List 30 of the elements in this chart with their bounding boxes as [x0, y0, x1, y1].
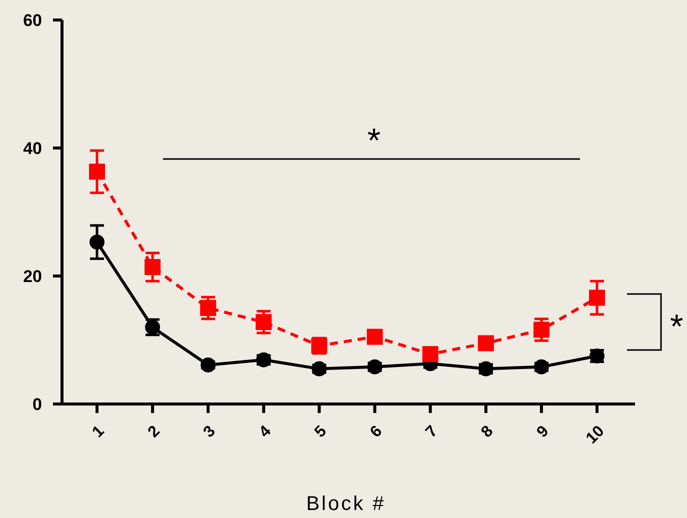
x-tick-label: 1	[89, 422, 108, 442]
point	[256, 314, 272, 330]
y-tick-label: 20	[23, 266, 42, 286]
x-axis-title: Block #	[306, 493, 386, 515]
x-tick-label: 8	[478, 422, 497, 442]
x-tick-label: 2	[145, 422, 164, 442]
point	[478, 335, 494, 352]
y-tick-label: 0	[32, 394, 42, 414]
point	[366, 328, 383, 345]
point	[422, 346, 438, 362]
annotation: *	[367, 122, 381, 160]
point	[90, 234, 104, 250]
point	[367, 359, 382, 374]
y-tick-label: 60	[23, 10, 42, 30]
point	[589, 290, 605, 306]
x-tick-label: 7	[422, 422, 442, 442]
point	[533, 322, 550, 338]
x-tick-label: 6	[367, 422, 386, 442]
point	[534, 359, 549, 374]
point	[200, 300, 216, 316]
x-tick-label: 9	[534, 422, 552, 442]
y-tick-label: 40	[23, 138, 42, 158]
x-tick-label: 5	[312, 422, 330, 442]
x-tick-label: 4	[256, 422, 275, 442]
point	[89, 164, 105, 180]
point	[144, 259, 161, 276]
text: *	[670, 308, 684, 346]
point	[200, 357, 216, 372]
x-tick-label: 10	[583, 422, 608, 448]
x-tick-label: 3	[200, 422, 219, 442]
